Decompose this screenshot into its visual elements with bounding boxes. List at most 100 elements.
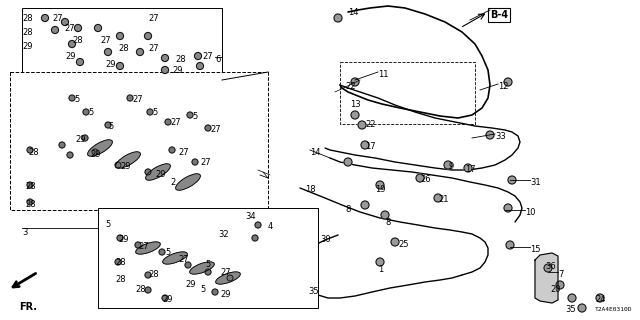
Text: 29: 29: [75, 135, 86, 144]
Text: 5: 5: [105, 220, 110, 229]
Text: 5: 5: [108, 122, 113, 131]
Circle shape: [506, 241, 514, 249]
Text: T2A4E0310D: T2A4E0310D: [595, 307, 632, 312]
Text: 29: 29: [185, 280, 195, 289]
Text: 18: 18: [305, 185, 316, 194]
Circle shape: [145, 287, 151, 293]
Text: 27: 27: [148, 14, 159, 23]
Text: 30: 30: [320, 235, 331, 244]
Circle shape: [416, 174, 424, 182]
Text: 34: 34: [245, 212, 255, 221]
Circle shape: [159, 249, 165, 255]
Circle shape: [117, 235, 123, 241]
Text: 27: 27: [178, 255, 189, 264]
Circle shape: [127, 95, 133, 101]
Text: 27: 27: [52, 14, 63, 23]
Circle shape: [358, 121, 366, 129]
Text: 27: 27: [170, 118, 180, 127]
Circle shape: [116, 33, 124, 39]
Text: 28: 28: [135, 285, 146, 294]
Ellipse shape: [189, 262, 214, 274]
Circle shape: [556, 281, 564, 289]
Circle shape: [115, 259, 121, 265]
Text: 5: 5: [74, 95, 79, 104]
Circle shape: [169, 147, 175, 153]
Circle shape: [59, 142, 65, 148]
Ellipse shape: [136, 242, 160, 254]
Circle shape: [67, 152, 73, 158]
Text: 29: 29: [220, 290, 230, 299]
Circle shape: [147, 109, 153, 115]
Text: 5: 5: [200, 285, 205, 294]
Text: 5: 5: [165, 248, 170, 257]
Text: 33: 33: [495, 132, 506, 141]
Bar: [10, 72, 268, 210]
Text: 35: 35: [308, 287, 319, 296]
Circle shape: [145, 33, 152, 39]
Text: 6: 6: [215, 55, 220, 64]
Text: 3: 3: [22, 228, 28, 237]
Circle shape: [544, 264, 552, 272]
Bar: [22, 8, 222, 80]
Circle shape: [376, 181, 384, 189]
Circle shape: [104, 49, 111, 55]
Text: 28: 28: [148, 270, 159, 279]
Circle shape: [568, 294, 576, 302]
Text: 27: 27: [202, 52, 212, 61]
Circle shape: [92, 149, 98, 155]
Circle shape: [344, 158, 352, 166]
Text: 2: 2: [170, 178, 175, 187]
Ellipse shape: [175, 174, 200, 190]
Circle shape: [136, 49, 143, 55]
Text: 29: 29: [120, 162, 131, 171]
Text: 28: 28: [25, 200, 36, 209]
Text: B-4: B-4: [490, 10, 508, 20]
Circle shape: [82, 135, 88, 141]
Circle shape: [504, 204, 512, 212]
Circle shape: [205, 125, 211, 131]
Text: 8: 8: [385, 218, 390, 227]
Text: 27: 27: [132, 95, 143, 104]
Text: 26: 26: [420, 175, 431, 184]
Text: 21: 21: [438, 195, 449, 204]
Text: 5: 5: [205, 260, 211, 269]
Text: 1: 1: [378, 265, 383, 274]
Text: 28: 28: [22, 14, 33, 23]
Text: 29: 29: [172, 66, 182, 75]
Circle shape: [165, 119, 171, 125]
Circle shape: [187, 112, 193, 118]
Text: 28: 28: [175, 55, 186, 64]
Circle shape: [361, 201, 369, 209]
Text: 28: 28: [115, 258, 125, 267]
Circle shape: [252, 235, 258, 241]
Text: FR.: FR.: [19, 302, 37, 312]
Circle shape: [145, 272, 151, 278]
Text: 22: 22: [365, 120, 376, 129]
Circle shape: [434, 194, 442, 202]
Text: 15: 15: [530, 245, 541, 254]
Circle shape: [227, 275, 233, 281]
Text: 27: 27: [200, 158, 211, 167]
Text: 32: 32: [218, 230, 228, 239]
Circle shape: [61, 19, 68, 26]
Text: 5: 5: [88, 108, 93, 117]
Circle shape: [464, 164, 472, 172]
Text: 7: 7: [558, 270, 563, 279]
Text: 13: 13: [350, 100, 360, 109]
Circle shape: [115, 162, 121, 168]
Circle shape: [391, 238, 399, 246]
Text: 14: 14: [348, 8, 358, 17]
Circle shape: [69, 95, 75, 101]
Text: 11: 11: [378, 70, 388, 79]
Text: 29: 29: [22, 42, 33, 51]
Circle shape: [212, 289, 218, 295]
Text: 35: 35: [565, 305, 575, 314]
Circle shape: [444, 161, 452, 169]
Text: 28: 28: [22, 28, 33, 37]
Circle shape: [105, 122, 111, 128]
Text: 12: 12: [498, 82, 509, 91]
Circle shape: [42, 14, 49, 21]
Bar: [340, 62, 475, 124]
Circle shape: [74, 25, 81, 31]
Text: 5: 5: [152, 108, 157, 117]
